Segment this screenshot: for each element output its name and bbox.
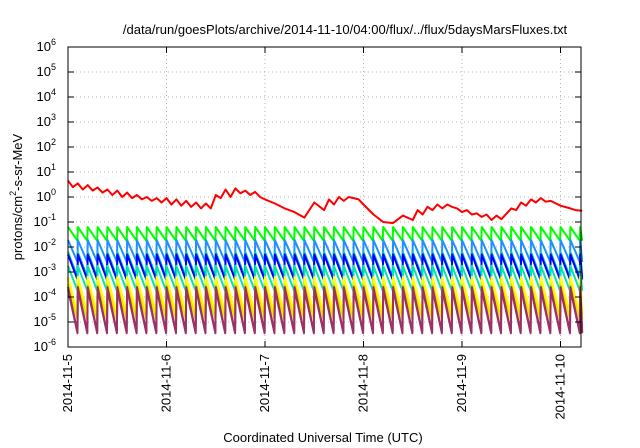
series-line-1 [67,226,584,242]
x-axis: 2014-11-5 2014-11-6 2014-11-7 2014-11-8 2014… [60,47,568,420]
y-axis-label-suffix: -s-sr-MeV [10,133,25,190]
x-tick-label: 2014-11-7 [257,354,272,412]
y-tick-label: 10-5 [34,312,56,329]
chart-title: /data/run/goesPlots/archive/2014-11-10/0… [123,22,568,37]
y-tick-label: 100 [37,187,56,204]
x-tick-label: 2014-11-5 [60,354,75,412]
series-line-2 [67,239,584,263]
y-tick-label: 105 [37,62,56,79]
y-axis-label: protons/cm2-s-sr-MeV [8,133,25,260]
x-tick-label: 2014-11-10 [553,354,568,420]
y-tick-label: 10-1 [34,212,56,229]
y-tick-label: 106 [37,37,56,54]
series-line-0 [67,180,583,225]
y-axis: 10-6 10-5 10-4 10-3 10-2 10-1 100 101 102 103 104 1… [34,37,581,354]
x-tick-label: 2014-11-6 [159,354,174,412]
x-tick-label: 2014-11-9 [454,354,469,412]
y-tick-label: 102 [37,137,56,154]
y-tick-label: 10-2 [34,237,56,254]
series-line-10 [67,286,584,333]
y-axis-label-sup: 2 [8,191,18,196]
y-tick-label: 10-6 [34,337,56,354]
y-tick-label: 10-3 [34,262,56,279]
y-tick-label: 103 [37,112,56,129]
x-axis-label: Coordinated Universal Time (UTC) [223,430,422,445]
y-tick-label: 101 [37,162,56,179]
y-axis-label-prefix: protons/cm [10,196,25,260]
y-tick-label: 104 [37,87,56,104]
series-layer [67,180,584,335]
x-tick-label: 2014-11-8 [356,354,371,412]
y-tick-label: 10-4 [34,287,56,304]
